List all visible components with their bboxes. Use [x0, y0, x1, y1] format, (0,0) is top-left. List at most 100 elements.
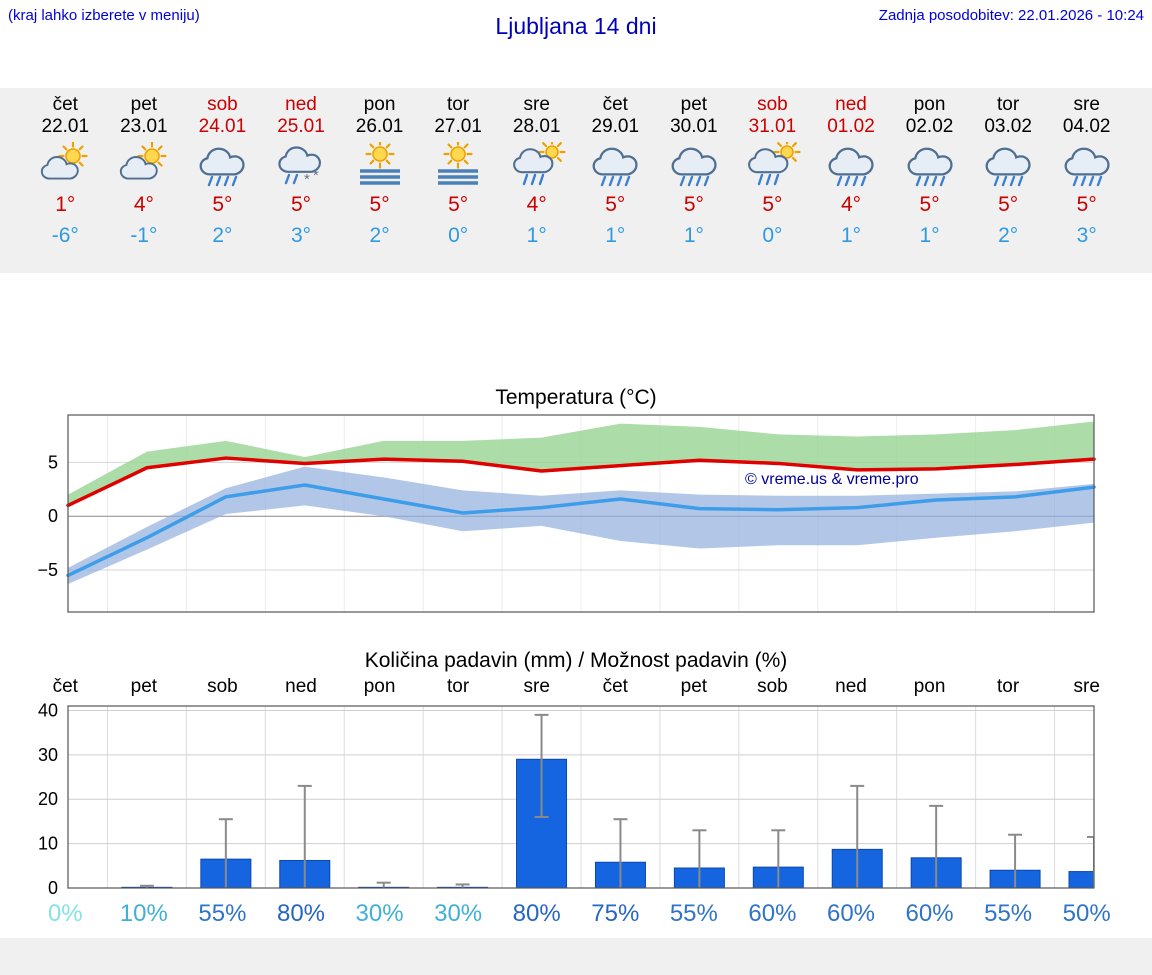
- temperature-chart-title: Temperatura (°C): [495, 386, 657, 409]
- forecast-day: pon 26.01 5° 2°: [340, 94, 419, 248]
- forecast-day: pet 30.01 5° 1°: [655, 94, 734, 248]
- day-date: 01.02: [827, 116, 875, 137]
- max-temperature: 4°: [840, 193, 862, 216]
- page-title: Ljubljana 14 dni: [495, 13, 657, 39]
- precip-day-label: pet: [130, 676, 158, 697]
- day-date: 26.01: [355, 116, 404, 137]
- min-temperature: -6°: [51, 224, 79, 247]
- sun-cloud-icon: [114, 141, 174, 188]
- cloud-rain-snow-icon: * *: [271, 142, 331, 188]
- precip-day-label: pon: [363, 676, 396, 697]
- precip-chart-title: Količina padavin (mm) / Možnost padavin …: [364, 649, 788, 672]
- max-temperature: 5°: [290, 193, 312, 216]
- forecast-day: ned 01.02 4° 1°: [812, 94, 891, 248]
- precip-probability: 60%: [826, 900, 876, 927]
- precip-day-label: sre: [523, 676, 550, 697]
- precip-probability: 30%: [434, 900, 483, 927]
- forecast-day: sre 28.01 4° 1°: [497, 94, 576, 248]
- forecast-day: pon 02.02 5° 1°: [890, 94, 969, 248]
- day-name: pet: [680, 94, 708, 115]
- precip-probability: 10%: [119, 900, 168, 927]
- forecast-day: sob 31.01 5° 0°: [733, 94, 812, 248]
- day-name: ned: [835, 94, 867, 115]
- svg-text:*: *: [304, 171, 310, 188]
- day-name: tor: [997, 94, 1020, 115]
- day-date: 27.01: [434, 116, 482, 137]
- precip-day-label: ned: [835, 676, 867, 697]
- day-name: sob: [757, 94, 788, 115]
- precip-day-label: sob: [757, 676, 788, 697]
- precip-bar: [1068, 871, 1094, 888]
- precip-probability: 80%: [512, 900, 561, 927]
- max-temperature: 5°: [762, 193, 783, 216]
- svg-text:*: *: [313, 167, 319, 184]
- day-date: 24.01: [198, 116, 247, 137]
- max-temperature: 5°: [605, 193, 626, 216]
- day-date: 03.02: [984, 116, 1032, 137]
- day-date: 23.01: [120, 116, 168, 137]
- max-temperature: 5°: [212, 193, 233, 216]
- forecast-day: čet 29.01 5° 1°: [576, 94, 655, 248]
- precip-probability: 50%: [1062, 900, 1111, 927]
- min-temperature: 1°: [683, 224, 704, 247]
- precip-axis-tick: 40: [38, 702, 58, 720]
- precip-day-label: sre: [1073, 676, 1100, 697]
- day-name: ned: [285, 94, 317, 115]
- precip-probability: 55%: [669, 900, 718, 927]
- temp-axis-tick: 0: [48, 506, 58, 526]
- watermark-link[interactable]: © vreme.us & vreme.pro: [745, 471, 919, 488]
- precip-axis-tick: 10: [38, 834, 58, 854]
- precip-day-label: pon: [913, 676, 946, 697]
- precip-day-labels: čet pet sob ned pon tor sre čet pet sob ned pon tor s…: [26, 676, 1126, 698]
- precip-day-label: sob: [207, 676, 238, 697]
- precip-day-label: čet: [602, 676, 628, 697]
- max-temperature: 4°: [526, 193, 547, 216]
- cloud-rain-icon: [900, 142, 960, 188]
- min-temperature: 1°: [919, 224, 940, 247]
- day-date: 02.02: [905, 116, 954, 137]
- temp-axis-tick: −5: [37, 560, 58, 580]
- precip-day-label: čet: [52, 676, 78, 697]
- min-temperature: -1°: [130, 224, 158, 247]
- forecast-day: ned 25.01 * * 5° 3°: [262, 94, 341, 248]
- cloud-rain-icon: [1057, 142, 1117, 188]
- sun-fog-icon: [428, 139, 488, 188]
- precip-probability-row: 0% 10% 55% 80% 30% 30% 80% 75% 55% 60% 60% 60% 55% 50…: [26, 900, 1126, 928]
- max-temperature: 5°: [919, 193, 940, 216]
- temp-axis-tick: 5: [48, 452, 58, 472]
- precip-probability: 75%: [591, 900, 640, 927]
- sun-cloud-rain-icon: [507, 138, 567, 188]
- day-date: 30.01: [670, 116, 718, 137]
- day-name: pon: [913, 94, 946, 115]
- forecast-day: pet 23.01 4° -1°: [105, 94, 184, 248]
- precip-probability: 60%: [905, 900, 954, 927]
- min-temperature: 1°: [840, 224, 862, 247]
- forecast-day: sre 04.02 5° 3°: [1047, 94, 1126, 248]
- max-temperature: 5°: [998, 193, 1019, 216]
- precip-probability: 55%: [198, 900, 247, 927]
- day-date: 29.01: [591, 116, 640, 137]
- max-temperature: 4°: [133, 193, 154, 216]
- day-name: pon: [363, 94, 396, 115]
- sun-cloud-rain-icon: [742, 138, 802, 188]
- cloud-rain-icon: [978, 142, 1038, 188]
- forecast-day: sob 24.01 5° 2°: [183, 94, 262, 248]
- precipitation-chart: 0 10 20 30 40: [38, 702, 1095, 894]
- precip-probability: 0%: [47, 900, 83, 927]
- sun-cloud-icon: [35, 141, 95, 188]
- forecast-day: tor 03.02 5° 2°: [969, 94, 1048, 248]
- location-menu-hint: (kraj lahko izberete v meniju): [8, 7, 200, 24]
- precip-probability: 80%: [276, 900, 326, 927]
- precip-axis-tick: 30: [38, 745, 58, 765]
- cloud-rain-icon: [664, 142, 724, 188]
- min-temperature: 0°: [448, 224, 469, 247]
- precip-probability: 55%: [984, 900, 1033, 927]
- day-name: tor: [447, 94, 470, 115]
- precip-day-label: tor: [447, 676, 470, 697]
- day-date: 22.01: [41, 116, 90, 137]
- cloud-rain-icon: [192, 142, 252, 188]
- day-date: 31.01: [748, 116, 797, 137]
- day-name: sre: [1073, 94, 1100, 115]
- temperature-chart: © vreme.us & vreme.pro −5 0 5: [37, 414, 1096, 613]
- bottom-band: [0, 938, 1152, 975]
